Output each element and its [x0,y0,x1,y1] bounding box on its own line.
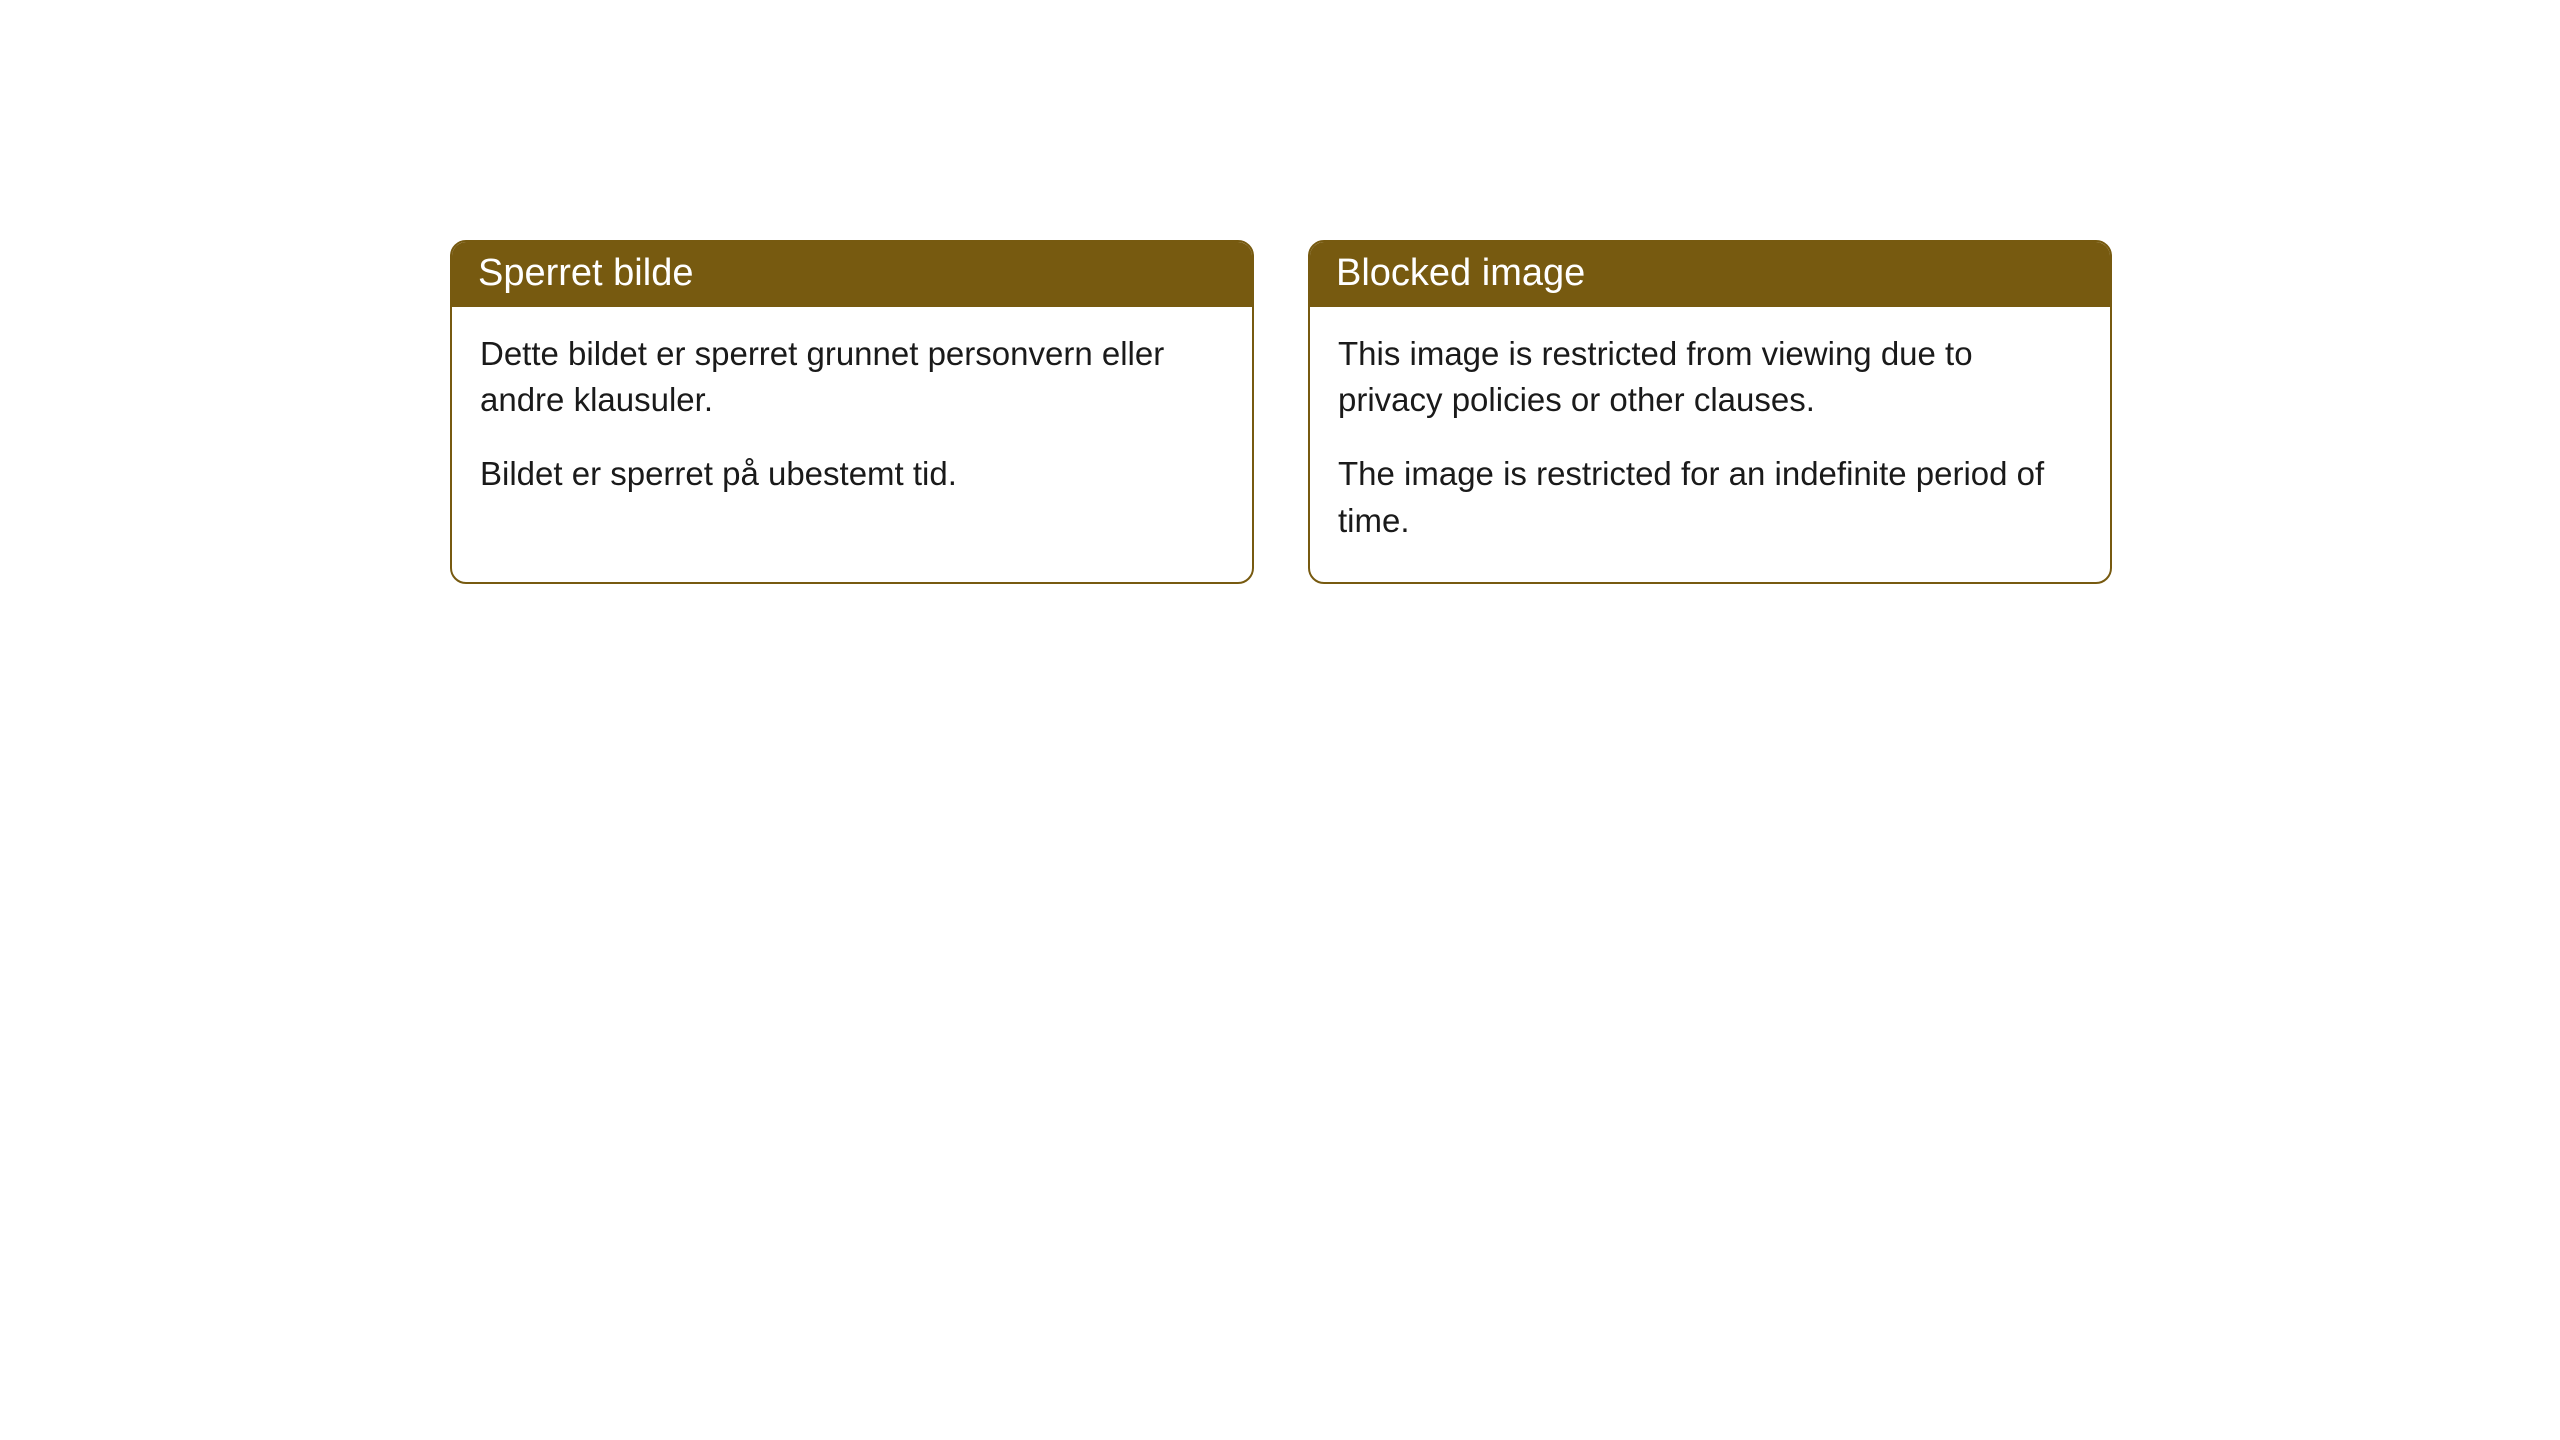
notice-container: Sperret bilde Dette bildet er sperret gr… [0,0,2560,584]
card-body-norwegian: Dette bildet er sperret grunnet personve… [452,307,1252,536]
card-paragraph-1-english: This image is restricted from viewing du… [1338,331,2082,423]
card-body-english: This image is restricted from viewing du… [1310,307,2110,582]
card-paragraph-2-english: The image is restricted for an indefinit… [1338,451,2082,543]
card-title-norwegian: Sperret bilde [478,252,693,294]
blocked-image-card-english: Blocked image This image is restricted f… [1308,240,2112,584]
blocked-image-card-norwegian: Sperret bilde Dette bildet er sperret gr… [450,240,1254,584]
card-header-english: Blocked image [1310,242,2110,307]
card-title-english: Blocked image [1336,252,1585,294]
card-header-norwegian: Sperret bilde [452,242,1252,307]
card-paragraph-1-norwegian: Dette bildet er sperret grunnet personve… [480,331,1224,423]
card-paragraph-2-norwegian: Bildet er sperret på ubestemt tid. [480,451,1224,497]
